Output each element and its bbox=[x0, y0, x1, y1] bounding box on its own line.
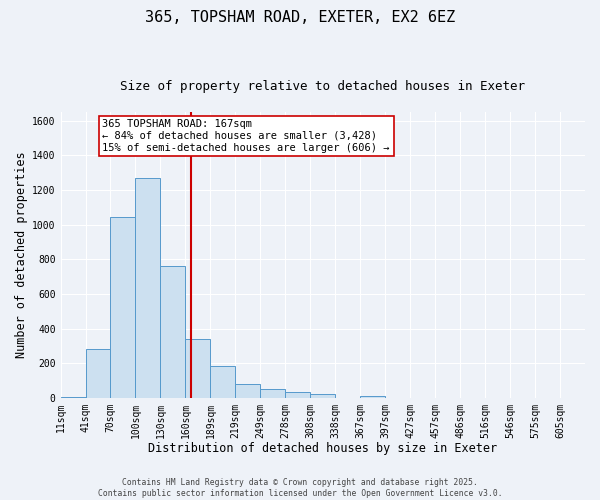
Bar bbox=[235, 384, 260, 398]
Text: Contains HM Land Registry data © Crown copyright and database right 2025.
Contai: Contains HM Land Registry data © Crown c… bbox=[98, 478, 502, 498]
Title: Size of property relative to detached houses in Exeter: Size of property relative to detached ho… bbox=[120, 80, 525, 93]
Bar bbox=[110, 217, 136, 398]
Bar bbox=[86, 350, 110, 398]
Bar bbox=[260, 389, 286, 398]
Y-axis label: Number of detached properties: Number of detached properties bbox=[15, 152, 28, 358]
Text: 365, TOPSHAM ROAD, EXETER, EX2 6EZ: 365, TOPSHAM ROAD, EXETER, EX2 6EZ bbox=[145, 10, 455, 25]
Bar bbox=[160, 266, 185, 398]
Bar bbox=[136, 178, 160, 398]
Text: 365 TOPSHAM ROAD: 167sqm
← 84% of detached houses are smaller (3,428)
15% of sem: 365 TOPSHAM ROAD: 167sqm ← 84% of detach… bbox=[103, 120, 390, 152]
Bar bbox=[211, 366, 235, 398]
Bar bbox=[360, 396, 385, 398]
Bar bbox=[310, 394, 335, 398]
Bar bbox=[185, 339, 211, 398]
Bar bbox=[286, 392, 310, 398]
Bar bbox=[61, 397, 86, 398]
X-axis label: Distribution of detached houses by size in Exeter: Distribution of detached houses by size … bbox=[148, 442, 497, 455]
